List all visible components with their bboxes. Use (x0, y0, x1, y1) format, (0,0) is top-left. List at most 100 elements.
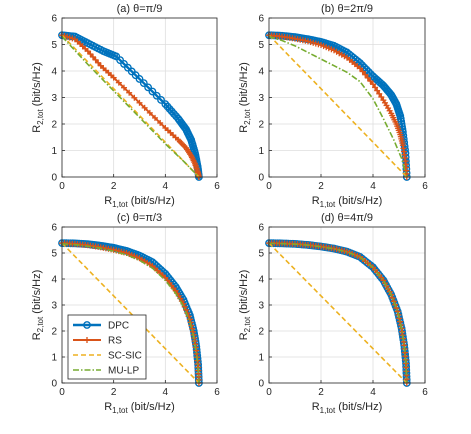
chart-title: (d) θ=4π/9 (321, 212, 373, 224)
series-line-mu-lp (268, 35, 408, 178)
x-axis-label: R1,tot (bit/s/Hz) (312, 401, 383, 415)
y-tick-label: 6 (258, 14, 264, 25)
chart-panel-4: 0 2 4 6 0 1 2 3 4 5 6 (d) θ=4π/9 R1,tot (bit/s/Hz) R2… (238, 212, 428, 415)
y-tick-label: 6 (258, 223, 264, 234)
y-tick-label: 3 (51, 93, 57, 104)
y-tick-label: 5 (258, 249, 264, 260)
legend-label-sc-sic: SC-SIC (108, 351, 142, 362)
data-point-rs (372, 84, 379, 91)
series-line-sc-sic (268, 34, 408, 178)
data-point-rs (397, 318, 404, 325)
y-tick-label: 4 (51, 67, 57, 78)
data-point-rs (389, 294, 396, 301)
y-tick-label: 1 (51, 146, 57, 157)
y-tick-label: 3 (258, 93, 264, 104)
x-tick-label: 2 (111, 387, 117, 398)
y-tick-label: 0 (258, 379, 264, 390)
y-tick-label: 3 (258, 301, 264, 312)
series-line-mu-lp (61, 243, 200, 384)
x-axis-label: R1,tot (bit/s/Hz) (312, 195, 383, 209)
data-point-rs (141, 104, 148, 111)
data-point-rs (370, 81, 376, 88)
chart-title: (a) θ=π/9 (117, 3, 163, 15)
y-tick-label: 0 (51, 173, 57, 184)
chart-panel-1: 0 2 4 6 0 1 2 3 4 5 6 (a) θ=π/9 R1,tot (bit/s/Hz) R2,… (31, 3, 220, 209)
legend-label-rs: RS (108, 336, 122, 347)
data-point-dpc (148, 87, 157, 96)
y-tick-label: 5 (51, 40, 57, 51)
y-tick-label: 6 (51, 223, 57, 234)
legend: DPC RS SC-SIC MU-LP (67, 314, 147, 380)
legend-marker-rs (84, 337, 90, 343)
series-line-sc-sic (61, 242, 200, 384)
series-line-mu-lp (61, 36, 200, 178)
y-tick-label: 1 (51, 353, 57, 364)
data-point-rs (152, 114, 158, 121)
chart-panel-3: 0 2 4 6 0 1 2 3 4 5 6 (c) θ=π/3 R1,tot (bit/s/Hz) R2,… (31, 212, 220, 415)
legend-marker-dpc (83, 321, 91, 329)
y-tick-label: 2 (51, 327, 57, 338)
chart-title: (c) θ=π/3 (117, 212, 162, 224)
x-tick-label: 2 (111, 181, 117, 192)
x-tick-label: 4 (163, 181, 169, 192)
x-tick-label: 2 (318, 181, 324, 192)
data-point-dpc (362, 65, 371, 74)
y-tick-label: 2 (51, 120, 57, 131)
legend-label-dpc: DPC (108, 321, 129, 332)
x-tick-label: 4 (163, 387, 169, 398)
x-tick-label: 0 (59, 387, 65, 398)
y-axis-label: R2,tot (bit/s/Hz) (31, 62, 45, 133)
x-tick-label: 2 (318, 387, 324, 398)
y-tick-label: 4 (258, 67, 264, 78)
x-tick-label: 6 (422, 181, 428, 192)
data-point-rs (362, 71, 369, 78)
data-point-rs (136, 99, 143, 106)
y-tick-label: 6 (51, 14, 57, 25)
x-axis-label: R1,tot (bit/s/Hz) (104, 401, 175, 415)
y-tick-label: 0 (258, 173, 264, 184)
data-point-rs (146, 109, 153, 116)
x-tick-label: 6 (214, 181, 220, 192)
y-tick-label: 5 (51, 249, 57, 260)
series-line-mu-lp (268, 242, 408, 384)
x-axis-label: R1,tot (bit/s/Hz) (104, 195, 175, 209)
data-point-rs (376, 90, 383, 97)
data-point-rs (364, 74, 371, 81)
data-point-dpc (152, 91, 161, 100)
data-point-rs (157, 119, 164, 126)
data-point-rs (131, 94, 138, 101)
data-point-rs (121, 84, 127, 91)
data-point-rs (185, 313, 192, 320)
y-tick-label: 2 (258, 120, 264, 131)
data-point-rs (110, 74, 117, 81)
chart-panel-2: 0 2 4 6 0 1 2 3 4 5 6 (b) θ=2π/9 R1,tot (bit/s/Hz) R2… (238, 3, 428, 209)
series-line-sc-sic (268, 242, 408, 384)
y-tick-label: 1 (258, 353, 264, 364)
data-point-rs (357, 65, 363, 72)
data-point-dpc (144, 83, 153, 92)
y-tick-label: 4 (258, 275, 264, 286)
chart-title: (b) θ=2π/9 (321, 3, 373, 15)
data-point-rs (126, 89, 133, 96)
y-axis-label: R2,tot (bit/s/Hz) (238, 270, 252, 341)
y-tick-label: 3 (51, 301, 57, 312)
data-point-rs (186, 316, 193, 323)
x-tick-label: 0 (59, 181, 65, 192)
y-axis-label: R2,tot (bit/s/Hz) (238, 62, 252, 133)
data-point-rs (359, 68, 366, 75)
data-point-dpc (360, 63, 369, 72)
x-tick-label: 4 (370, 387, 376, 398)
data-point-dpc (139, 79, 148, 88)
y-tick-label: 4 (51, 275, 57, 286)
x-tick-label: 0 (266, 387, 272, 398)
data-point-dpc (135, 75, 144, 83)
data-point-rs (378, 93, 385, 100)
x-tick-label: 6 (422, 387, 428, 398)
data-point-rs (374, 87, 381, 94)
y-tick-label: 0 (51, 379, 57, 390)
x-tick-label: 6 (214, 387, 220, 398)
legend-label-mu-lp: MU-LP (108, 366, 139, 377)
data-point-rs (367, 78, 374, 85)
y-tick-label: 5 (258, 40, 264, 51)
